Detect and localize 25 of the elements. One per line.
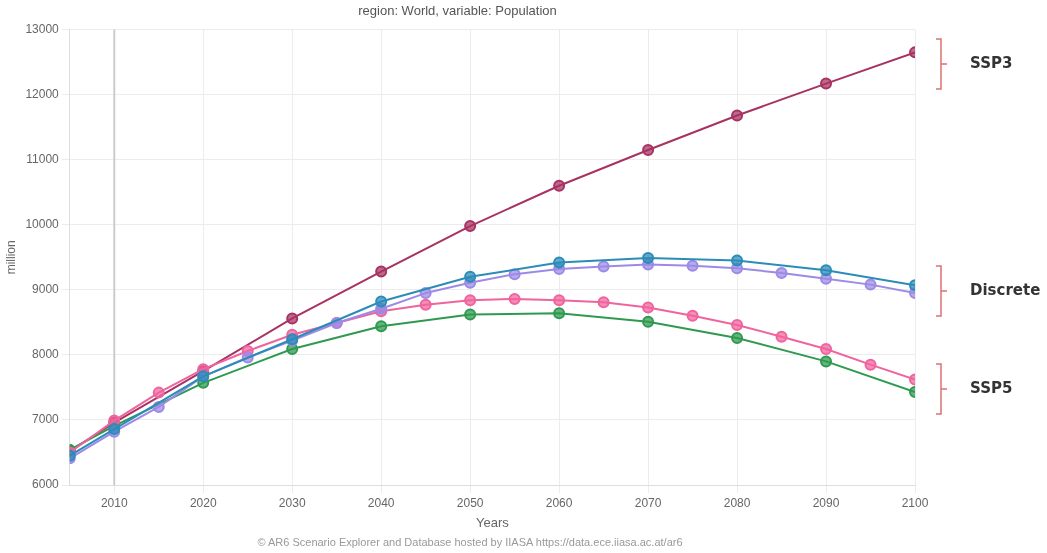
y-tick-label: 8000 bbox=[32, 347, 60, 362]
text: SSP3 bbox=[970, 54, 1013, 72]
y-tick-label: 10000 bbox=[25, 217, 60, 232]
y-tick-label: 7000 bbox=[32, 412, 60, 427]
text: Discrete bbox=[970, 281, 1041, 299]
x-tick-label: 2020 bbox=[189, 495, 217, 510]
x-tick-label: 2080 bbox=[723, 495, 751, 510]
x-tick-label: 2060 bbox=[545, 495, 573, 510]
x-tick-label: 2010 bbox=[100, 495, 128, 510]
x-tick-label: 2040 bbox=[367, 495, 395, 510]
text: SSP5 bbox=[970, 379, 1013, 397]
x-tick-label: 2030 bbox=[278, 495, 306, 510]
y-tick-label: 6000 bbox=[32, 477, 60, 492]
x-axis-title: Years bbox=[475, 514, 510, 530]
x-tick-label: 2100 bbox=[901, 495, 929, 510]
y-axis-title: million bbox=[3, 240, 18, 275]
y-tick-label: 13000 bbox=[25, 21, 60, 36]
y-tick-label: 12000 bbox=[25, 86, 60, 101]
chart-title: region: World, variable: Population bbox=[358, 3, 557, 19]
x-tick-label: 2050 bbox=[456, 495, 484, 510]
x-tick-label: 2070 bbox=[634, 495, 662, 510]
y-tick-label: 11000 bbox=[26, 152, 60, 167]
x-tick-label: 2090 bbox=[812, 495, 840, 510]
text: © AR6 Scenario Explorer and Database hosted by IIASA https://data.ece.iiasa.ac.at/ar6 bbox=[256, 536, 684, 548]
y-tick-label: 9000 bbox=[32, 282, 60, 297]
